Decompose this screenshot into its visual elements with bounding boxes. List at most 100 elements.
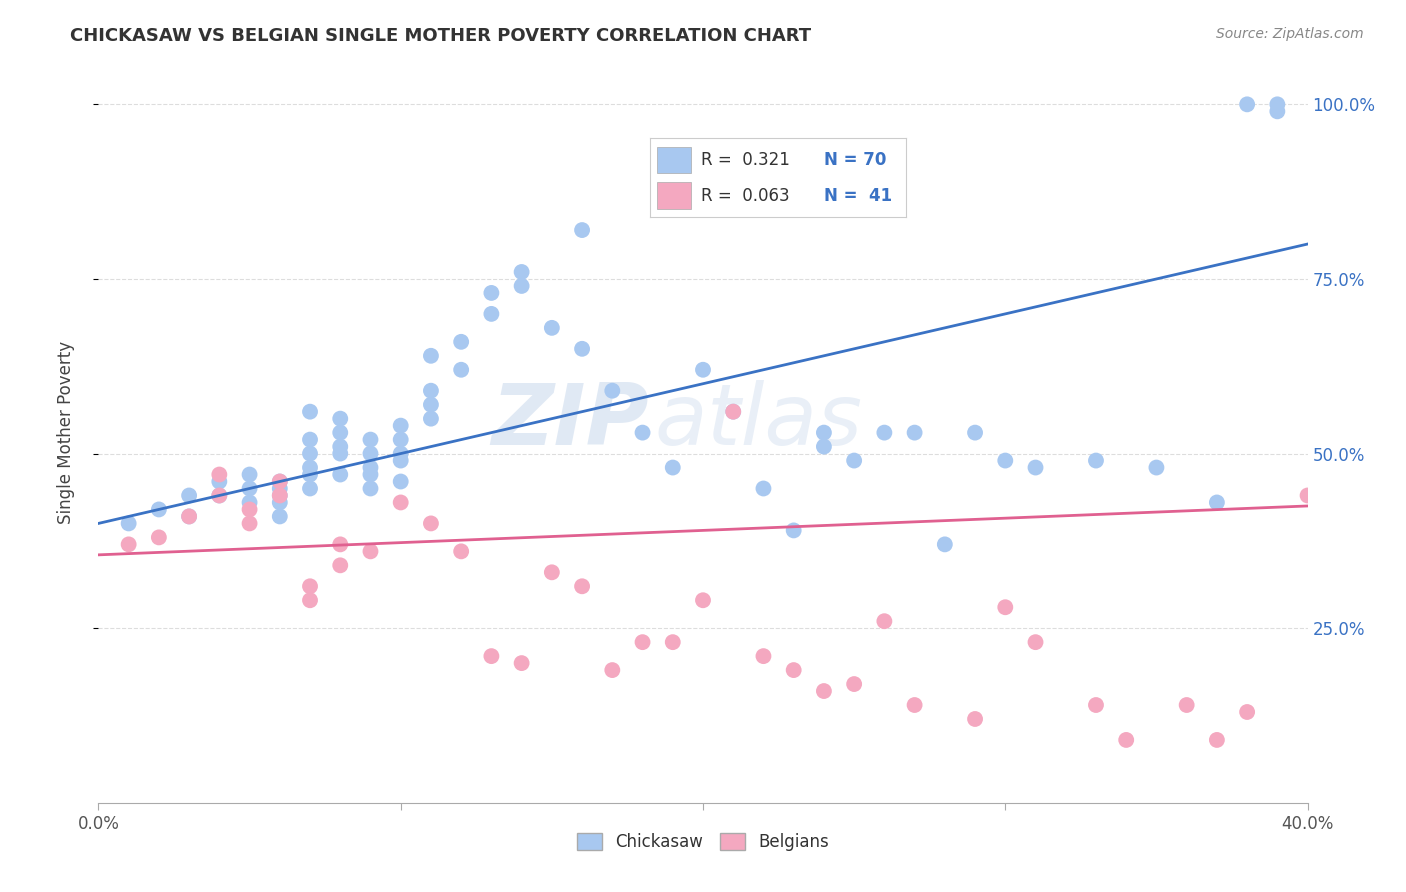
Point [1206,495,1229,509]
Point [360,467,382,482]
Point [1085,453,1108,467]
Point [148,502,170,516]
Point [481,285,503,300]
Text: ZIP: ZIP [491,380,648,463]
Point [389,495,412,509]
Y-axis label: Single Mother Poverty: Single Mother Poverty [56,341,75,524]
Text: R =  0.321: R = 0.321 [702,151,790,169]
Point [389,418,412,433]
Point [661,460,683,475]
Point [631,635,654,649]
Point [692,593,714,607]
Point [329,537,352,551]
Point [179,509,201,524]
Point [389,433,412,447]
Point [1085,698,1108,712]
Point [420,411,443,425]
Point [602,663,624,677]
Point [1024,460,1046,475]
Point [1206,733,1229,747]
Point [481,307,503,321]
Point [269,488,291,502]
Point [571,223,593,237]
Point [269,495,291,509]
Text: atlas: atlas [655,380,863,463]
Point [360,482,382,496]
Point [329,467,352,482]
Point [783,663,806,677]
Point [481,649,503,664]
Legend: Chickasaw, Belgians: Chickasaw, Belgians [571,826,835,857]
Point [510,279,533,293]
Point [1267,104,1289,119]
Point [661,635,683,649]
Point [934,537,956,551]
Bar [658,146,690,173]
Point [844,453,866,467]
Point [299,593,322,607]
Point [239,516,262,531]
Point [389,475,412,489]
Point [904,698,927,712]
Text: N = 70: N = 70 [824,151,886,169]
Point [420,384,443,398]
Point [723,405,745,419]
Point [873,614,896,628]
Point [450,544,472,558]
Point [540,566,562,580]
Point [420,516,443,531]
Point [329,440,352,454]
Point [420,398,443,412]
Point [844,677,866,691]
Text: CHICKASAW VS BELGIAN SINGLE MOTHER POVERTY CORRELATION CHART: CHICKASAW VS BELGIAN SINGLE MOTHER POVER… [70,27,811,45]
Point [269,475,291,489]
Point [389,446,412,460]
Text: Source: ZipAtlas.com: Source: ZipAtlas.com [1216,27,1364,41]
Point [389,453,412,467]
Point [1236,97,1258,112]
Point [571,579,593,593]
Point [752,482,775,496]
Point [510,265,533,279]
Point [329,558,352,573]
Bar [658,182,690,209]
Point [208,488,231,502]
Point [965,425,987,440]
Point [420,349,443,363]
Point [1236,705,1258,719]
Point [1024,635,1046,649]
Point [783,524,806,538]
Point [329,446,352,460]
Point [360,446,382,460]
Point [269,488,291,502]
Point [299,460,322,475]
Point [179,509,201,524]
Point [571,342,593,356]
Point [239,482,262,496]
Point [269,475,291,489]
Point [148,530,170,544]
Point [450,334,472,349]
Point [208,475,231,489]
Point [1296,488,1319,502]
Point [299,579,322,593]
Point [360,544,382,558]
Point [994,600,1017,615]
Point [329,425,352,440]
Point [813,684,835,698]
Point [752,649,775,664]
Point [360,460,382,475]
Point [873,425,896,440]
Point [269,482,291,496]
Point [299,482,322,496]
Point [299,433,322,447]
Point [269,509,291,524]
Point [1175,698,1198,712]
Point [299,467,322,482]
Point [118,537,141,551]
Point [299,405,322,419]
Point [540,321,562,335]
Point [904,425,927,440]
Point [994,453,1017,467]
Point [1144,460,1167,475]
